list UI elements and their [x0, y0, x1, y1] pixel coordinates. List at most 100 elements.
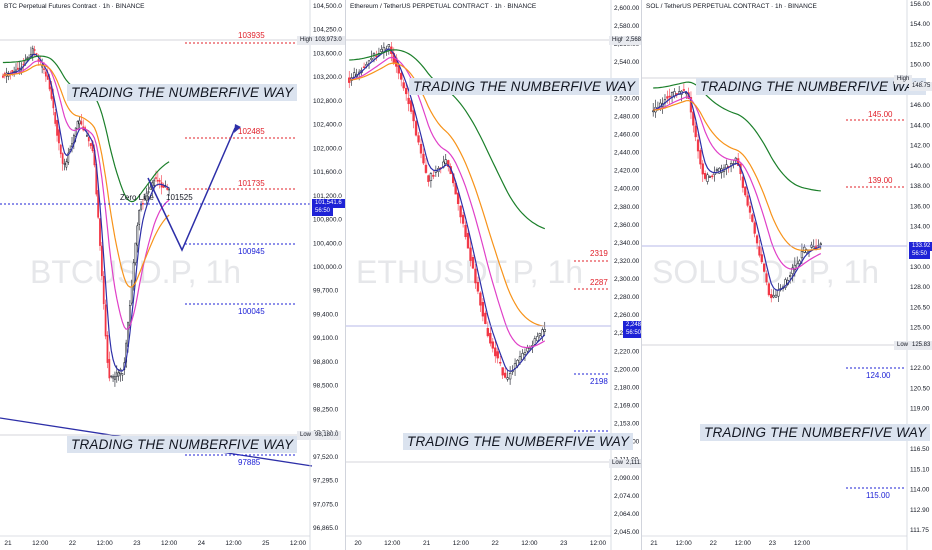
btc-price-tick: 100,400.0: [313, 240, 342, 247]
sol-candle: [772, 295, 775, 298]
sol-price-tick: 128.00: [910, 284, 930, 291]
btc-chart-panel[interactable]: BTCUSD.P, 1h 103935 102485 101735 Zero L…: [0, 0, 345, 550]
sol-banner-top: TRADING THE NUMBERFIVE WAY: [696, 78, 927, 95]
sol-price-tick: 142.00: [910, 143, 930, 150]
btc-time-tick: 12:00: [225, 540, 242, 547]
btc-candle: [44, 71, 47, 77]
btc-candle: [147, 191, 150, 193]
sol-candle: [770, 294, 773, 299]
btc-price-tick: 99,700.0: [313, 288, 339, 295]
sol-ema-pink-line: [653, 96, 822, 270]
btc-price-tick: 101,600.0: [313, 169, 342, 176]
btc-candle: [114, 376, 116, 380]
eth-candle: [432, 174, 435, 177]
btc-candle: [61, 153, 64, 164]
btc-candle: [37, 59, 40, 61]
btc-candle: [43, 68, 45, 70]
eth-price-tick: 2,153.00: [614, 421, 640, 428]
btc-candle: [54, 112, 57, 124]
btc-price-tick: 97,295.0: [313, 478, 339, 485]
eth-level-label: 2198: [590, 377, 608, 386]
sol-price-tick: 138.00: [910, 183, 930, 190]
eth-ema-lines: [348, 48, 546, 372]
sol-candle: [748, 205, 752, 213]
eth-chart-panel[interactable]: ETHUSDT.P, 1h 2319 2287 2198 2141 2,600.…: [345, 0, 641, 550]
btc-symbol-title[interactable]: BTC Perpetual Futures Contract · 1h · BI…: [4, 3, 145, 10]
sol-chart-panel[interactable]: SOLUSDT.P, 1h 145.00 139.00 124.00 115.0…: [641, 0, 932, 550]
eth-candle: [491, 341, 494, 349]
btc-banner-bottom: TRADING THE NUMBERFIVE WAY: [67, 436, 298, 453]
sol-time-tick: 22: [710, 540, 718, 547]
eth-price-tick: 2,260.00: [614, 312, 640, 319]
btc-candle: [16, 67, 19, 70]
eth-high-value: 2,568.56: [623, 36, 641, 45]
sol-candle: [744, 186, 747, 196]
eth-symbol-title[interactable]: Ethereum / TetherUS PERPETUAL CONTRACT ·…: [350, 3, 537, 10]
sol-candle: [800, 251, 804, 259]
eth-price-tick: 2,064.00: [614, 511, 640, 518]
eth-candle: [380, 49, 383, 52]
eth-price-tick: 2,540.00: [614, 59, 640, 66]
eth-candle: [503, 372, 507, 378]
btc-projection-path[interactable]: [147, 127, 236, 252]
eth-candle: [471, 256, 475, 269]
btc-candle: [110, 375, 113, 378]
btc-candle: [102, 275, 105, 305]
eth-price-tick: 2,380.00: [614, 204, 640, 211]
eth-price-tick: 2,420.00: [614, 168, 640, 175]
eth-candle: [422, 153, 425, 164]
eth-candle: [538, 333, 541, 336]
sol-candle: [819, 243, 822, 246]
sol-candle: [711, 175, 714, 178]
btc-candle: [63, 163, 66, 165]
eth-candle: [387, 44, 391, 48]
sol-time-tick: 23: [769, 540, 777, 547]
sol-time-axis[interactable]: 21 12:00 22 12:00 23 12:00: [650, 540, 810, 547]
eth-candle: [424, 164, 428, 173]
eth-time-tick: 20: [354, 540, 362, 547]
sol-candle: [760, 254, 763, 263]
eth-time-tick: 22: [492, 540, 500, 547]
eth-chart-svg[interactable]: ETHUSDT.P, 1h 2319 2287 2198 2141 2,600.…: [346, 0, 641, 550]
eth-candle: [469, 247, 472, 261]
sol-price-tick: 140.00: [910, 163, 930, 170]
sol-candle: [725, 164, 728, 169]
sol-price-tick: 119.00: [910, 406, 930, 413]
eth-candle: [402, 82, 405, 89]
sol-candle: [758, 246, 761, 256]
btc-candle: [33, 49, 36, 51]
btc-candle: [156, 179, 159, 182]
btc-level-label: 102485: [238, 127, 265, 136]
btc-candle: [166, 187, 169, 190]
sol-candle: [793, 264, 796, 271]
eth-time-tick: 12:00: [453, 540, 470, 547]
btc-time-axis[interactable]: 21 12:00 22 12:00 23 12:00 24 12:00 25 12:00: [4, 540, 306, 547]
eth-time-axis[interactable]: 20 12:00 21 12:00 22 12:00 23 12:00: [354, 540, 606, 547]
btc-candle: [140, 204, 142, 210]
btc-candle: [22, 63, 25, 66]
sol-symbol-title[interactable]: SOL / TetherUS PERPETUAL CONTRACT · 1h ·…: [646, 3, 817, 10]
sol-price-tick: 146.00: [910, 102, 930, 109]
btc-price-tick: 104,500.0: [313, 3, 342, 10]
eth-price-tick: 2,600.00: [614, 5, 640, 12]
btc-price-axis[interactable]: 104,500.0 104,250.0 103,600.0 103,200.0 102,…: [313, 3, 342, 532]
eth-candle: [533, 338, 537, 345]
btc-candle: [115, 372, 118, 377]
sol-candle: [701, 163, 704, 175]
eth-candle: [459, 205, 462, 218]
eth-candle: [476, 282, 480, 292]
eth-candle: [409, 100, 413, 112]
sol-high-value: 148.75: [909, 82, 932, 91]
eth-price-tick: 2,480.00: [614, 113, 640, 120]
btc-candle: [153, 179, 156, 186]
sol-candle: [755, 235, 759, 244]
btc-fast-ma-line: [2, 53, 170, 372]
eth-high-tag: High: [609, 36, 628, 45]
eth-time-tick: 21: [423, 540, 431, 547]
btc-level-label: 101525: [166, 193, 193, 202]
eth-candle: [479, 292, 482, 306]
eth-candle: [417, 135, 420, 143]
btc-chart-svg[interactable]: BTCUSD.P, 1h 103935 102485 101735 Zero L…: [0, 0, 345, 550]
btc-candle: [2, 75, 4, 78]
btc-candle: [142, 203, 144, 205]
